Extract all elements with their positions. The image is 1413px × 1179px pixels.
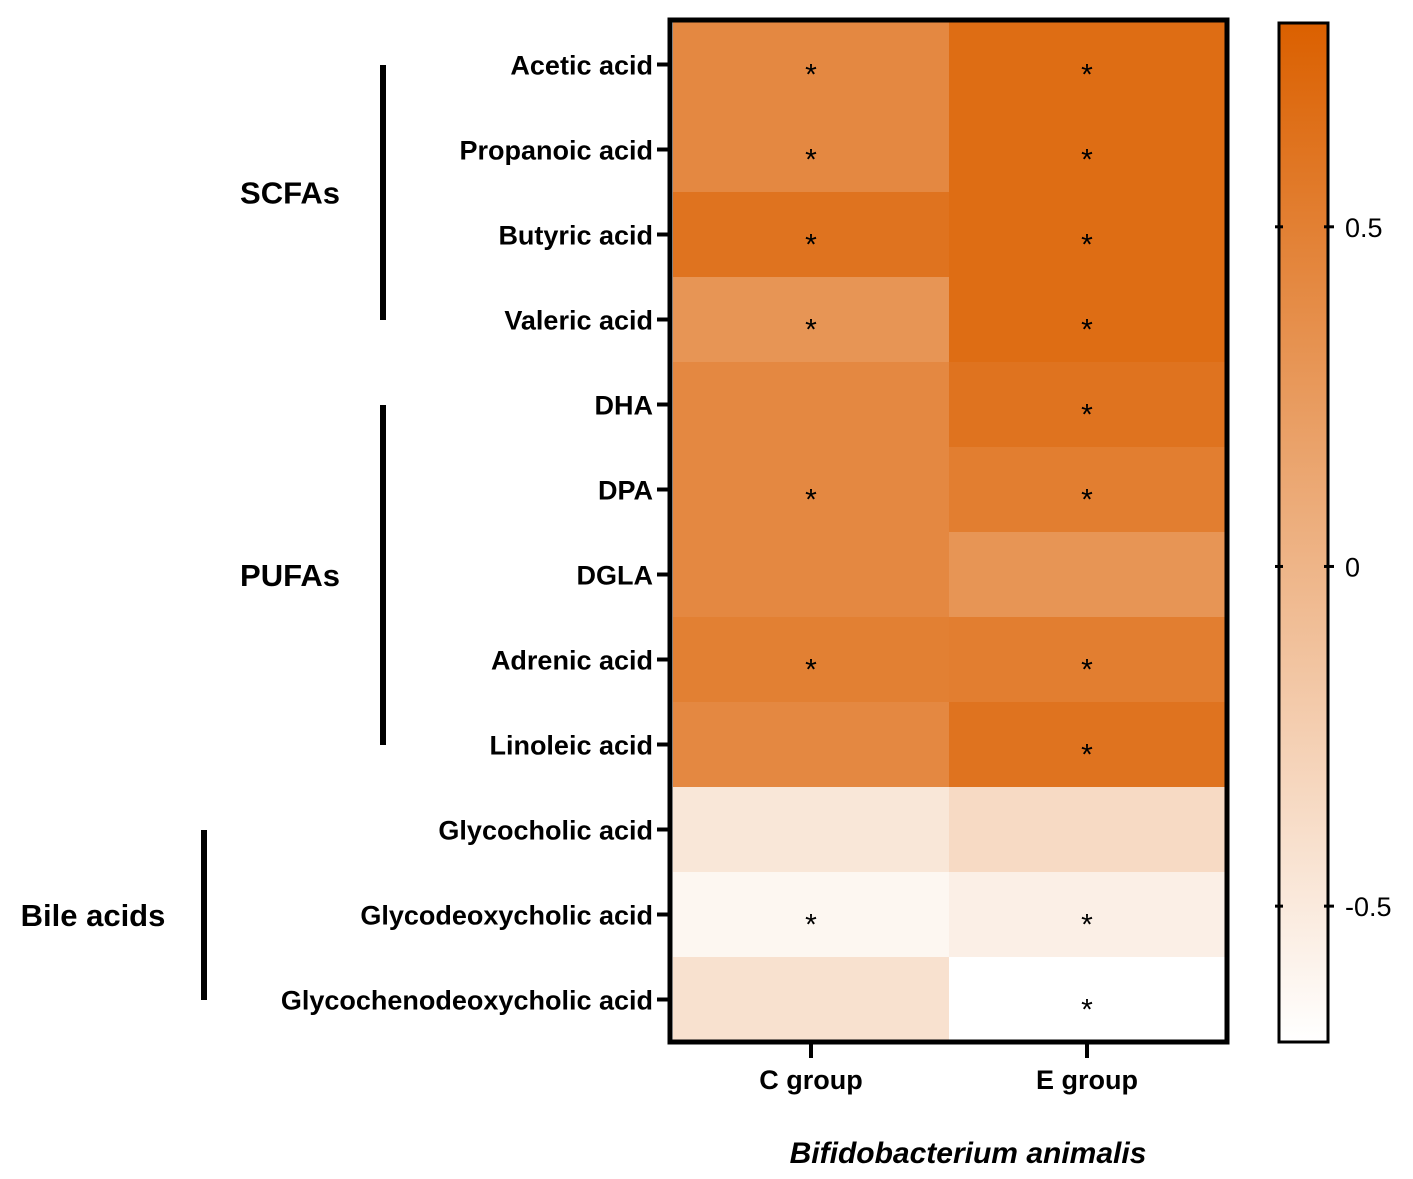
significance-star: *: [1081, 144, 1093, 177]
colorbar-ticks: 0.5 0 -0.5: [1275, 213, 1392, 922]
group-label-pufas: PUFAs: [240, 558, 340, 593]
heatmap-cell-propanoic-acid-c-group: [673, 107, 950, 193]
heatmap-cell-glycodeoxycholic-acid-e-group: [949, 872, 1226, 958]
heatmap-cell-dpa-c-group: [673, 447, 950, 533]
row-label-glycocholic-acid: Glycocholic acid: [438, 816, 653, 846]
row-groups: SCFAs PUFAs Bile acids: [21, 65, 386, 1000]
row-label-valeric-acid: Valeric acid: [504, 306, 653, 336]
y-axis: Acetic acid Propanoic acid Butyric acid Val…: [281, 51, 670, 1016]
colorbar: 0.5 0 -0.5: [1275, 21, 1392, 1044]
row-label-adrenic-acid: Adrenic acid: [491, 646, 653, 676]
row-label-butyric-acid: Butyric acid: [498, 221, 653, 251]
significance-star: *: [1081, 314, 1093, 347]
row-label-dha: DHA: [595, 391, 654, 421]
row-label-linoleic-acid: Linoleic acid: [489, 731, 653, 761]
heatmap-cell-linoleic-acid-e-group: [949, 702, 1226, 788]
x-axis: C group E group: [759, 1042, 1138, 1095]
significance-star: *: [805, 229, 817, 262]
significance-star: *: [1081, 909, 1093, 942]
heatmap-cell-glycocholic-acid-e-group: [949, 787, 1226, 873]
heatmap-cell-dha-e-group: [949, 362, 1226, 448]
significance-star: *: [805, 59, 817, 92]
heatmap-cell-dha-c-group: [673, 362, 950, 448]
significance-star: *: [805, 909, 817, 942]
heatmap-cell-glycochenodeoxycholic-acid-e-group: [949, 957, 1226, 1043]
significance-star: *: [1081, 229, 1093, 262]
heatmap-cell-valeric-acid-e-group: [949, 277, 1226, 363]
colorbar-tick-label: 0: [1345, 552, 1360, 582]
heatmap-cell-butyric-acid-c-group: [673, 192, 950, 278]
heatmap-cell-linoleic-acid-c-group: [673, 702, 950, 788]
significance-star: *: [1081, 484, 1093, 517]
row-label-glycodeoxycholic-acid: Glycodeoxycholic acid: [360, 901, 653, 931]
significance-star: *: [805, 484, 817, 517]
heatmap-cell-dpa-e-group: [949, 447, 1226, 533]
row-label-acetic-acid: Acetic acid: [510, 51, 653, 81]
significance-star: *: [1081, 994, 1093, 1027]
heatmap-cell-dgla-e-group: [949, 532, 1226, 618]
colorbar-gradient: [1277, 21, 1330, 1044]
significance-markers: * * * * * * * * * * * * * * * * *: [805, 59, 1093, 1027]
colorbar-tick-label: 0.5: [1345, 213, 1383, 243]
significance-star: *: [805, 144, 817, 177]
row-label-propanoic-acid: Propanoic acid: [459, 136, 653, 166]
significance-star: *: [1081, 739, 1093, 772]
heatmap-cell-glycocholic-acid-c-group: [673, 787, 950, 873]
colorbar-tick-label: -0.5: [1345, 892, 1392, 922]
heatmap-cell-adrenic-acid-e-group: [949, 617, 1226, 703]
group-label-bile-acids: Bile acids: [21, 898, 166, 933]
row-label-dgla: DGLA: [577, 561, 654, 591]
significance-star: *: [1081, 399, 1093, 432]
column-label-c-group: C group: [759, 1065, 862, 1095]
significance-star: *: [1081, 654, 1093, 687]
significance-star: *: [805, 654, 817, 687]
heatmap-cell-glycochenodeoxycholic-acid-c-group: [673, 957, 950, 1043]
column-label-e-group: E group: [1036, 1065, 1138, 1095]
group-label-scfas: SCFAs: [240, 176, 340, 211]
heatmap-cell-dgla-c-group: [673, 532, 950, 618]
heatmap-cell-acetic-acid-e-group: [949, 22, 1226, 108]
significance-star: *: [1081, 59, 1093, 92]
heatmap-cell-glycodeoxycholic-acid-c-group: [673, 872, 950, 958]
heatmap-cell-propanoic-acid-e-group: [949, 107, 1226, 193]
heatmap-cell-butyric-acid-e-group: [949, 192, 1226, 278]
plot-frame: [667, 17, 1230, 1045]
heatmap-cell-acetic-acid-c-group: [673, 22, 950, 108]
row-label-glycochenodeoxycholic-acid: Glycochenodeoxycholic acid: [281, 986, 653, 1016]
heatmap-cell-adrenic-acid-c-group: [673, 617, 950, 703]
row-label-dpa: DPA: [598, 476, 653, 506]
significance-star: *: [805, 314, 817, 347]
x-axis-title: Bifidobacterium animalis: [790, 1137, 1147, 1170]
heatmap-cells: [673, 22, 1226, 1043]
heatmap-cell-valeric-acid-c-group: [673, 277, 950, 363]
